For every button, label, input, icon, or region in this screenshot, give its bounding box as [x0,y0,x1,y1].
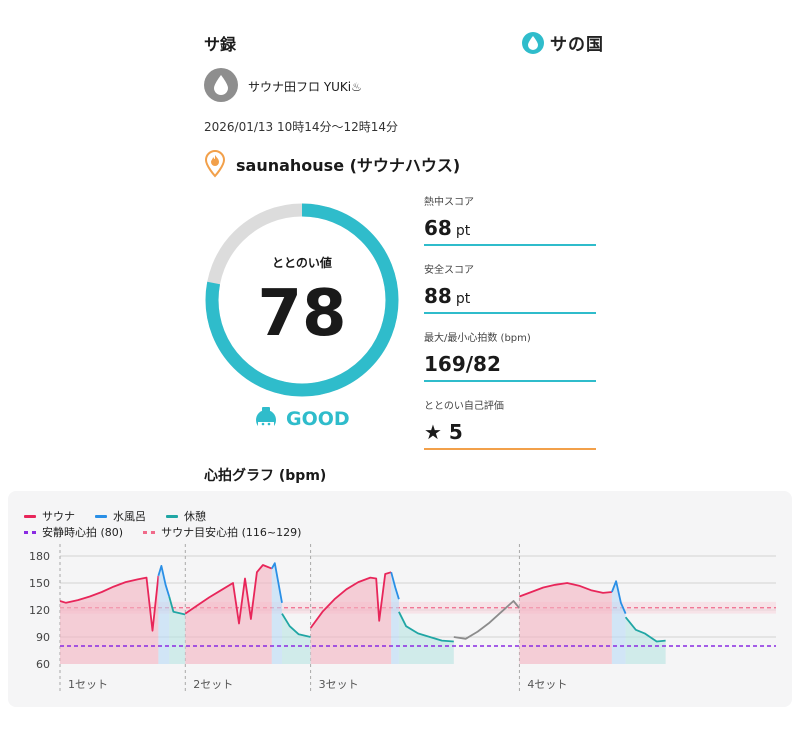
sauna-series-line [59,575,160,632]
sauna-series-line [184,564,273,625]
avatar[interactable] [204,68,238,102]
metric-number: 169/82 [424,352,501,376]
rating-badge: GOOD [254,406,350,432]
metric-value: 88 pt [424,284,596,312]
sauna-series-line [309,571,392,629]
chart-heading: 心拍グラフ (bpm) [204,468,327,484]
metric-underline [424,448,596,450]
legend-item-rest: 休憩 [166,508,206,524]
y-tick-label: 120 [29,604,50,617]
sauna-area [185,565,272,664]
rest-series-line [168,596,186,616]
legend-label: 休憩 [184,510,206,523]
set-label: 1セット [68,678,108,691]
metric-underline [424,380,596,382]
legend-label: サウナ目安心拍 (116~129) [161,526,302,539]
cold-area [611,581,626,664]
facility-name[interactable]: saunahouse (サウナハウス) [236,156,461,175]
metric-label: ととのい自己評価 [424,401,504,412]
username[interactable]: サウナ田フロ YUKi♨ [248,80,362,94]
sauna-area [519,583,612,664]
y-tick-label: 150 [29,577,50,590]
chart-legend-phases: サウナ 水風呂 休憩 [24,508,206,524]
metric-self-rating: ととのい自己評価 ★ 5 [424,397,596,450]
rest-area [625,617,666,664]
sauna-area [60,575,159,664]
cold-series-line [611,580,627,614]
metric-number: 68 [424,216,452,240]
cold-series-line [157,564,171,597]
rest-series-line [398,611,454,643]
rest-series-line [281,613,311,638]
y-tick-label: 90 [36,631,50,644]
rating-text: GOOD [286,408,350,430]
rest-area [169,596,186,664]
rest-area [398,611,454,664]
cold-series-line [271,562,283,603]
legend-item-cold: 水風呂 [95,508,146,524]
chart-legend-refs: 安静時心拍 (80) サウナ目安心拍 (116~129) [24,524,301,540]
set-label: 3セット [319,678,359,691]
sauna-series-line [519,582,612,598]
session-datetime: 2026/01/13 10時14分〜12時14分 [204,120,399,134]
legend-label: 水風呂 [113,510,146,523]
metric-underline [424,312,596,314]
set-label: 4セット [527,678,567,691]
metric-safety-score: 安全スコア 88 pt [424,261,596,314]
legend-label: 安静時心拍 (80) [42,526,124,539]
drop-logo-icon [522,31,544,54]
y-tick-label: 180 [29,550,50,563]
metric-underline [424,244,596,246]
fire-pin-icon [204,150,226,178]
score-label: ととのい値 [272,256,332,270]
metric-heart-rate: 最大/最小心拍数 (bpm) 169/82 [424,329,596,382]
metric-unit: pt [455,223,471,239]
drop-icon [214,75,228,95]
metric-value: 169/82 [424,352,596,380]
set-label: 2セット [193,678,233,691]
legend-item-sauna: サウナ [24,508,75,524]
y-tick-label: 60 [36,658,50,671]
sauna-area [310,572,392,664]
cold-series-line [390,571,400,600]
metric-label: 安全スコア [424,265,474,276]
helmet-icon [256,407,276,431]
score-value: 78 [257,277,347,351]
legend-item-sauna-target: サウナ目安心拍 (116~129) [143,524,301,540]
rest-series-line [624,616,666,643]
metric-heat-score: 熱中スコア 68 pt [424,193,596,246]
other-series-line [453,600,521,640]
brand-name: サの国 [550,35,604,55]
metric-value: 68 pt [424,216,596,244]
metric-value: ★ 5 [424,420,596,448]
metric-label: 最大/最小心拍数 (bpm) [424,333,531,344]
legend-item-resting-hr: 安静時心拍 (80) [24,524,123,540]
cold-area [271,563,282,664]
legend-label: サウナ [42,510,75,523]
score-ring [205,203,399,397]
metric-number: ★ 5 [424,420,463,444]
metric-label: 熱中スコア [424,197,474,208]
app-title: サ録 [204,35,237,54]
brand-logo: サの国 [522,30,604,55]
metric-unit: pt [455,291,471,307]
metric-number: 88 [424,284,452,308]
heart-rate-chart: 180 150 120 90 60 1セット 2セット 3セット 4セット [29,544,776,694]
